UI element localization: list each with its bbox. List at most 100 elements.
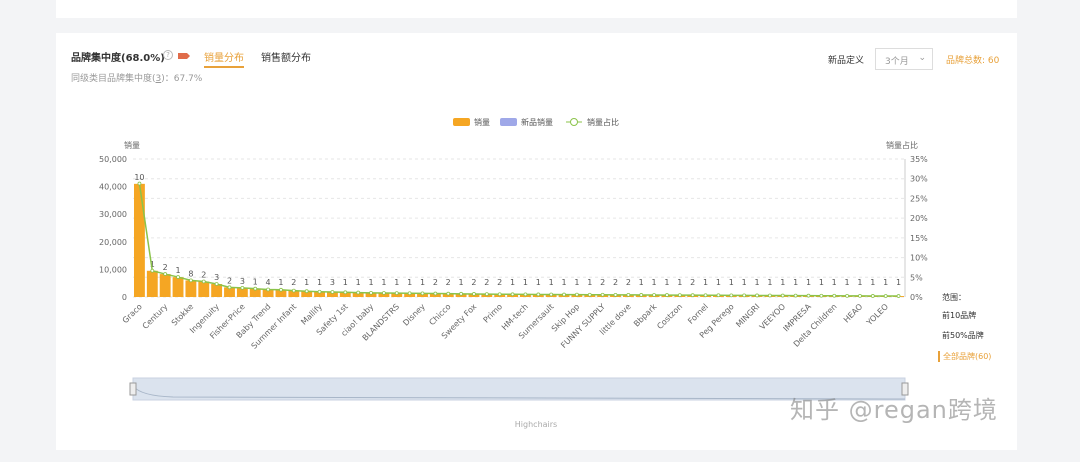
share-point — [729, 293, 734, 298]
share-point — [420, 291, 425, 296]
bar-5 — [198, 281, 210, 297]
share-point — [304, 289, 309, 294]
y2-tick-label: 30% — [910, 175, 928, 184]
bar-6 — [211, 284, 223, 297]
share-point — [870, 294, 875, 298]
new-count-label: 1 — [793, 278, 798, 287]
range-top50pct[interactable]: 前50%品牌 — [942, 331, 984, 340]
x-tick-label: Fornel — [686, 302, 710, 326]
new-count-label: 1 — [652, 278, 657, 287]
legend-swatch — [500, 118, 517, 126]
share-point — [343, 290, 348, 295]
share-point — [690, 293, 695, 298]
share-point — [279, 287, 283, 292]
new-count-label: 2 — [433, 278, 438, 287]
new-count-label: 1 — [832, 278, 837, 287]
legend-label: 销量 — [474, 117, 490, 127]
new-count-label: 1 — [407, 278, 412, 287]
x-tick-label: YOLEO — [864, 302, 890, 328]
new-count-label: 10 — [134, 173, 144, 182]
new-count-label: 2 — [471, 278, 476, 287]
navigator-handle-right[interactable] — [901, 382, 909, 396]
share-point — [381, 291, 386, 295]
share-point — [806, 293, 811, 298]
share-point — [240, 285, 245, 290]
bar-7 — [224, 287, 235, 297]
bar-12 — [288, 290, 300, 297]
help-icon[interactable]: ? — [163, 50, 173, 60]
tab-sales-amount[interactable]: 销售额分布 — [261, 53, 311, 64]
new-count-label: 1 — [356, 278, 361, 287]
new-count-label: 8 — [188, 269, 193, 278]
x-tick-label: Stokke — [170, 302, 196, 328]
new-count-label: 1 — [536, 278, 541, 287]
bar-14 — [314, 291, 325, 297]
new-count-label: 1 — [896, 278, 901, 287]
new-count-label: 1 — [819, 278, 824, 287]
bar-19 — [378, 292, 390, 297]
new-count-label: 4 — [266, 278, 271, 287]
new-count-label: 1 — [394, 278, 399, 287]
x-tick-label: Mallify — [299, 302, 324, 327]
share-line — [138, 183, 899, 297]
share-point — [845, 293, 849, 298]
new-count-label: 3 — [330, 278, 335, 287]
share-point — [768, 293, 772, 298]
x-tick-label: Chicco — [427, 302, 452, 327]
tab-sales-volume[interactable]: 销量分布 — [204, 49, 244, 68]
share-point — [407, 291, 412, 296]
share-point — [587, 292, 592, 297]
y-tick-label: 50,000 — [99, 155, 127, 164]
share-point — [510, 292, 515, 297]
share-point — [819, 293, 824, 298]
new-count-label: 1 — [780, 278, 785, 287]
share-point — [253, 286, 258, 291]
chevron-down-icon: ⌄ — [918, 53, 926, 63]
x-tick-label: FUNNY SUPPLY — [559, 302, 607, 350]
share-point — [793, 293, 798, 298]
share-point — [896, 294, 901, 298]
share-point — [330, 290, 335, 294]
y-tick-label: 0 — [122, 293, 127, 302]
y2-tick-label: 10% — [910, 254, 928, 263]
new-count-label: 1 — [549, 278, 554, 287]
new-count-label: 2 — [291, 278, 296, 287]
new-count-label: 1 — [253, 278, 258, 287]
share-point — [433, 291, 438, 296]
x-tick-label: Graco — [121, 302, 144, 325]
share-point — [369, 290, 373, 295]
bar-10 — [262, 289, 274, 297]
share-point — [883, 294, 888, 298]
video-icon[interactable] — [178, 53, 190, 59]
x-tick-label: Disney — [401, 302, 427, 328]
new-count-label: 1 — [343, 278, 348, 287]
new-def-select[interactable]: 3个月 ⌄ — [875, 48, 933, 70]
peer-link[interactable]: 3 — [155, 74, 162, 84]
new-count-label: 2 — [446, 278, 451, 287]
navigator-handle-left[interactable] — [129, 382, 137, 396]
share-point — [317, 289, 322, 294]
new-count-label: 1 — [677, 278, 682, 287]
bar-15 — [327, 292, 338, 297]
peer-suffix: )：67.7% — [161, 74, 203, 84]
new-count-label: 1 — [150, 260, 155, 269]
range-top10[interactable]: 前10品牌 — [942, 311, 977, 320]
range-all[interactable]: 全部品牌(60) — [938, 351, 991, 362]
new-count-label: 1 — [523, 278, 528, 287]
bar-0 — [134, 183, 145, 297]
brand-total: 品牌总数: 60 — [946, 56, 1000, 66]
new-count-label: 1 — [561, 278, 566, 287]
x-tick-label: Summer Infant — [250, 302, 299, 351]
y2-tick-label: 20% — [910, 214, 928, 223]
new-count-label: 1 — [716, 278, 721, 287]
bar-18 — [365, 292, 377, 297]
share-point — [549, 292, 554, 297]
new-count-label: 1 — [845, 278, 850, 287]
new-count-label: 1 — [742, 278, 747, 287]
new-count-label: 1 — [304, 278, 309, 287]
bar-4 — [185, 280, 197, 297]
share-point — [755, 293, 759, 298]
share-point — [665, 293, 669, 297]
new-count-label: 1 — [870, 278, 875, 287]
